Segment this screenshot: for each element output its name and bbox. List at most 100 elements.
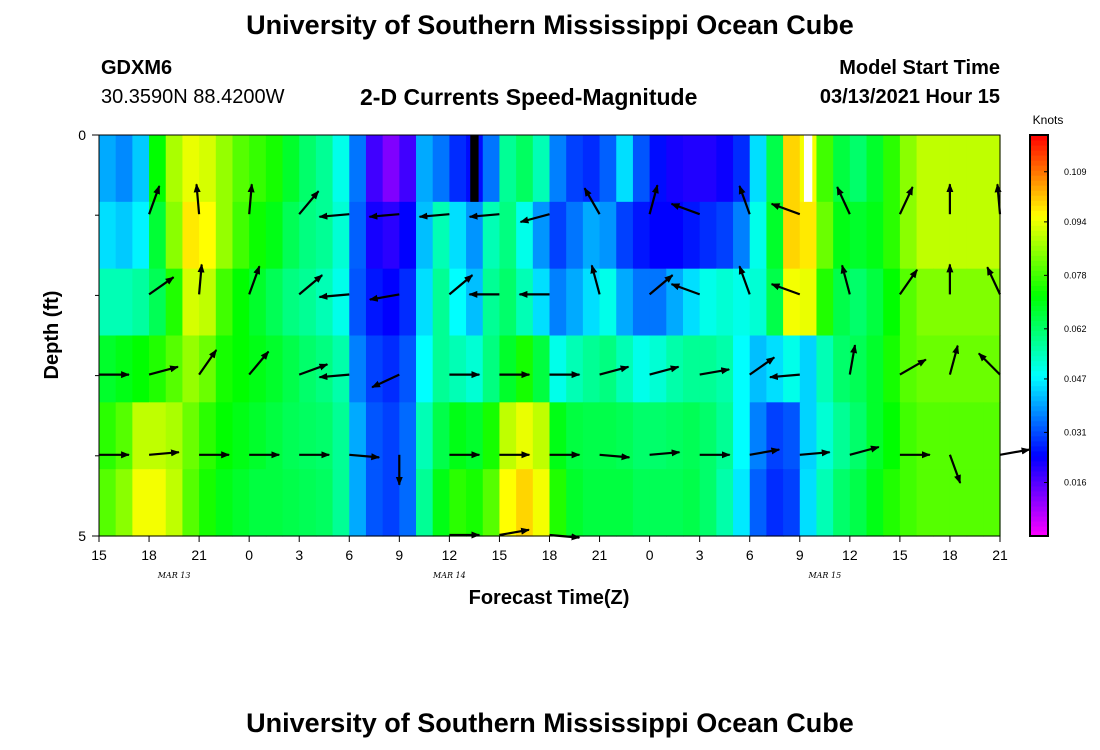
heatmap-cell bbox=[365, 268, 384, 337]
colorbar-band bbox=[1030, 495, 1048, 502]
heatmap-cell bbox=[699, 469, 717, 537]
current-vector-arrow bbox=[799, 449, 831, 457]
heatmap-cell bbox=[499, 201, 517, 270]
heatmap-cell bbox=[466, 469, 484, 537]
heatmap-cell bbox=[749, 201, 768, 270]
current-vector-arrow bbox=[499, 527, 530, 537]
heatmap-cell bbox=[315, 135, 334, 203]
heatmap-cell bbox=[132, 135, 150, 203]
heatmap-cell bbox=[649, 268, 667, 337]
heatmap-cell bbox=[249, 268, 267, 337]
colorbar-band bbox=[1030, 145, 1048, 151]
heatmap-cell bbox=[365, 201, 384, 270]
heatmap-cell bbox=[599, 335, 617, 403]
current-vector-arrow bbox=[368, 293, 400, 302]
colorbar-band bbox=[1030, 280, 1048, 286]
heatmap-cell bbox=[849, 135, 868, 203]
current-vector-arrow bbox=[899, 358, 927, 376]
heatmap-cell bbox=[849, 335, 868, 403]
heatmap-cell bbox=[482, 135, 501, 203]
colorbar-band bbox=[1030, 225, 1048, 231]
heatmap-cell bbox=[616, 402, 634, 470]
heatmap-cell bbox=[966, 335, 984, 403]
colorbar-band bbox=[1030, 275, 1048, 281]
heatmap-cell bbox=[799, 268, 818, 337]
heatmap-cell bbox=[632, 469, 651, 537]
heatmap-cell bbox=[432, 268, 450, 337]
current-vector-arrow bbox=[247, 183, 255, 215]
heatmap-cell bbox=[365, 335, 384, 403]
heatmap-cell bbox=[482, 268, 501, 337]
x-tick-label: 15 bbox=[492, 547, 508, 563]
colorbar-band bbox=[1030, 435, 1048, 442]
current-vector-arrow bbox=[599, 365, 630, 376]
x-tick-label: 6 bbox=[345, 547, 353, 563]
heatmap-cell bbox=[282, 135, 300, 203]
page-title: University of Southern Mississippi Ocean… bbox=[246, 10, 854, 40]
heatmap-cell bbox=[983, 201, 1001, 270]
heatmap-cell bbox=[916, 135, 934, 203]
heatmap-cell bbox=[466, 201, 484, 270]
heatmap-cell bbox=[165, 135, 184, 203]
heatmap-cell bbox=[949, 268, 968, 337]
heatmap-cell bbox=[232, 335, 250, 403]
current-vector-arrow bbox=[770, 283, 801, 296]
heatmap-cell bbox=[516, 469, 534, 537]
heatmap-cell bbox=[115, 135, 133, 203]
heatmap-cell bbox=[499, 335, 517, 403]
heatmap-cell bbox=[833, 268, 851, 337]
heatmap-cell bbox=[532, 135, 551, 203]
heatmap-cell bbox=[215, 135, 234, 203]
y-axis-label: Depth (ft) bbox=[41, 291, 63, 380]
heatmap-cell bbox=[966, 268, 984, 337]
colorbar-band bbox=[1030, 490, 1048, 497]
heatmap-cell bbox=[299, 402, 317, 470]
colorbar-band bbox=[1030, 250, 1048, 256]
date-label: MAR 13 bbox=[157, 571, 191, 580]
heatmap-cell bbox=[566, 469, 584, 537]
heatmap-cell bbox=[866, 335, 884, 403]
heatmap-cell bbox=[616, 268, 634, 337]
heatmap-cell bbox=[332, 402, 350, 470]
heatmap-cell bbox=[733, 201, 751, 270]
heatmap-cell bbox=[799, 402, 818, 470]
colorbar-band bbox=[1030, 205, 1048, 211]
heatmap-cell bbox=[733, 268, 751, 337]
heatmap-cell bbox=[983, 402, 1001, 470]
y-tick-label: 0 bbox=[78, 127, 86, 143]
colorbar-band bbox=[1030, 330, 1048, 337]
heatmap-cell bbox=[232, 268, 250, 337]
heatmap-cell bbox=[599, 201, 617, 270]
heatmap-cell bbox=[199, 201, 217, 270]
current-vector-arrow bbox=[648, 184, 659, 215]
heatmap-cell bbox=[265, 268, 284, 337]
colorbar-band bbox=[1030, 520, 1048, 527]
heatmap-cell bbox=[365, 469, 384, 537]
current-vector-arrow bbox=[849, 445, 880, 456]
heatmap-cell bbox=[883, 335, 901, 403]
heatmap-cell bbox=[816, 335, 834, 403]
heatmap-cell bbox=[332, 201, 350, 270]
colorbar-band bbox=[1030, 440, 1048, 447]
colorbar-band bbox=[1030, 325, 1048, 332]
colorbar-band bbox=[1030, 270, 1048, 276]
heatmap-cell bbox=[699, 201, 717, 270]
x-tick-label: 6 bbox=[746, 547, 754, 563]
heatmap-cell bbox=[499, 469, 517, 537]
heatmap-cell bbox=[816, 402, 834, 470]
heatmap-cell bbox=[616, 135, 634, 203]
heatmap-cell bbox=[99, 335, 117, 403]
heatmap-cell bbox=[299, 268, 317, 337]
heatmap-cell bbox=[416, 268, 434, 337]
heatmap-cell bbox=[733, 135, 751, 203]
heatmap-cell bbox=[149, 268, 167, 337]
colorbar-band bbox=[1030, 245, 1048, 251]
current-vector-arrow bbox=[649, 365, 680, 376]
current-vector-arrow bbox=[769, 373, 800, 381]
heatmap-cell bbox=[716, 469, 734, 537]
heatmap-cell bbox=[532, 335, 551, 403]
heatmap-cell bbox=[132, 335, 150, 403]
heatmap-cell bbox=[499, 402, 517, 470]
colorbar-band bbox=[1030, 505, 1048, 512]
